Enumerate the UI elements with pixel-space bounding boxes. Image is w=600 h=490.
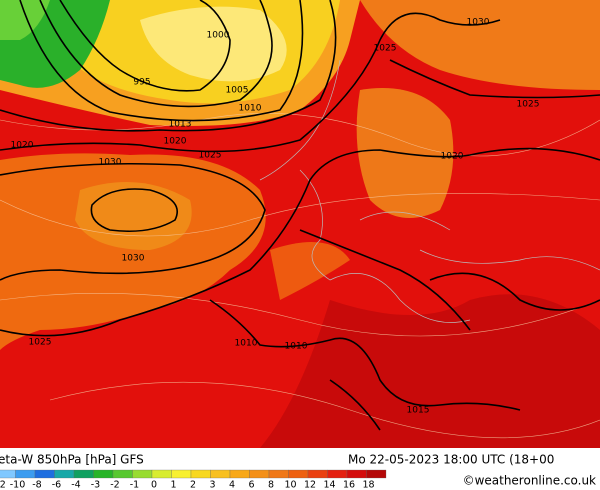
isobar-label: 1030 xyxy=(467,18,490,28)
colorbar-swatch xyxy=(268,469,289,479)
colorbar-swatch xyxy=(249,469,270,479)
isobar-label: 1025 xyxy=(29,338,52,348)
colorbar-label: 10 xyxy=(284,480,296,490)
pale-yellow-field xyxy=(140,6,287,82)
isobar-label: 1020 xyxy=(11,141,34,151)
map-area xyxy=(0,0,600,448)
isobar-label: 1020 xyxy=(164,137,187,147)
isobar xyxy=(0,0,337,132)
orange-field xyxy=(0,153,266,350)
colorbar-swatch xyxy=(327,469,348,479)
isobar-label: 1010 xyxy=(285,342,308,352)
colorbar-swatch xyxy=(54,469,75,479)
colorbar-label: -1 xyxy=(130,480,139,490)
colorbar-label: 2 xyxy=(190,480,196,490)
isobar-label: 1025 xyxy=(199,151,222,161)
thin-contours xyxy=(0,113,600,439)
orange-patch xyxy=(270,242,350,300)
isobar xyxy=(299,229,600,431)
colorbar-swatch xyxy=(210,469,231,479)
colorbar-swatch xyxy=(346,469,367,479)
isobar xyxy=(39,0,273,108)
colorbar-label: 4 xyxy=(229,480,235,490)
colorbar-swatch xyxy=(288,469,309,479)
isobar xyxy=(90,188,178,233)
northeast-orange-field xyxy=(360,0,600,90)
isobar-label: 1025 xyxy=(517,100,540,110)
isobar-label: 1010 xyxy=(239,104,262,114)
coastlines xyxy=(259,59,600,323)
colorbar-label: -8 xyxy=(32,480,41,490)
isobar-labels: 1030 1000 1025 995 1005 1010 1013 1020 1025 1030 1… xyxy=(11,18,540,416)
colorbar-swatch xyxy=(307,469,328,479)
colorbar-label: 8 xyxy=(268,480,274,490)
colorbar-label: -3 xyxy=(91,480,100,490)
colorbar-label: 3 xyxy=(209,480,215,490)
colorbar-label: 6 xyxy=(248,480,254,490)
isobar xyxy=(0,12,501,153)
colorbar-swatch xyxy=(132,469,153,479)
colorbar-swatch xyxy=(190,469,211,479)
isobar-label: 1015 xyxy=(407,406,430,416)
colorbar-label: -4 xyxy=(71,480,80,490)
isobar xyxy=(19,0,304,122)
colorbar-label: -6 xyxy=(52,480,61,490)
colorbar-swatch xyxy=(15,469,36,479)
colorbar-label: 16 xyxy=(343,480,355,490)
isobar xyxy=(0,147,600,337)
isobar-label: 995 xyxy=(133,78,150,88)
isobar-label: 1020 xyxy=(441,152,464,162)
colorbar-label: 0 xyxy=(151,480,157,490)
map-title: eta-W 850hPa [hPa] GFS xyxy=(0,453,144,467)
isobar-label: 1025 xyxy=(374,44,397,54)
colorbar-swatch xyxy=(229,469,250,479)
isobar-label: 1000 xyxy=(207,31,230,41)
footer-background xyxy=(0,448,600,490)
isobar-label: 1030 xyxy=(99,158,122,168)
colorbar-swatch xyxy=(366,469,387,479)
colorbar-swatch xyxy=(73,469,94,479)
colorbar-label: 1 xyxy=(170,480,176,490)
isobar-label: 1030 xyxy=(122,254,145,264)
colorbar-label: -2 xyxy=(110,480,119,490)
colorbar-swatch xyxy=(112,469,133,479)
colorbar-label: 12 xyxy=(304,480,316,490)
colorbar-label: 18 xyxy=(362,480,374,490)
isobar xyxy=(389,59,600,99)
isobar xyxy=(209,299,521,411)
colorbar-label: -12 xyxy=(0,480,6,490)
isobar-label: 1005 xyxy=(226,86,249,96)
copyright: ©weatheronline.co.uk xyxy=(463,474,596,488)
colorbar-swatch xyxy=(0,469,16,479)
isobar xyxy=(0,162,266,281)
colorbar-label: 14 xyxy=(323,480,335,490)
light-green-field xyxy=(0,0,50,40)
colorbar-swatch xyxy=(93,469,114,479)
colorbar-label: -10 xyxy=(10,480,26,490)
isobar-label: 1013 xyxy=(169,120,192,130)
colorbar-swatch xyxy=(34,469,55,479)
isobar-label: 1010 xyxy=(235,339,258,349)
valid-time: Mo 22-05-2023 18:00 UTC (18+00 xyxy=(348,453,554,467)
isobar xyxy=(59,0,231,92)
colorbar-swatch xyxy=(151,469,172,479)
colorbar-swatch xyxy=(171,469,192,479)
